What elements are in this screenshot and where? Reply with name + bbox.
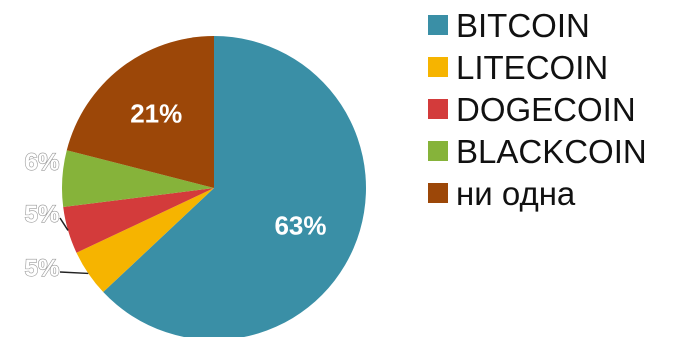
legend-item-ни-одна: ни одна (428, 172, 647, 214)
leader-line-litecoin (59, 271, 89, 275)
legend-swatch (428, 183, 448, 203)
pie-slice-ни-одна (66, 36, 214, 188)
legend-label: BITCOIN (456, 6, 590, 44)
pie-slices (62, 36, 366, 337)
pie-slice-litecoin (76, 188, 215, 293)
data-label-dogecoin: 5% (25, 201, 60, 228)
legend-label: DOGECOIN (456, 90, 636, 128)
legend-swatch (428, 99, 448, 119)
leader-line-dogecoin (59, 217, 69, 231)
legend-label: ни одна (456, 174, 576, 212)
pie-slice-blackcoin (62, 150, 214, 208)
pie-slice-dogecoin (63, 188, 215, 253)
legend-item-blackcoin: BLACKCOIN (428, 130, 647, 172)
data-label-bitcoin: 63% (274, 210, 326, 240)
data-labels: 63% 5% 5% 6% 21% (24, 99, 326, 283)
legend-item-bitcoin: BITCOIN (428, 4, 647, 46)
legend-item-dogecoin: DOGECOIN (428, 88, 647, 130)
data-label-litecoin: 5% (25, 255, 60, 282)
legend-swatch (428, 57, 448, 77)
leader-lines (59, 217, 89, 275)
pie-slice-bitcoin (103, 36, 366, 337)
legend-label: BLACKCOIN (456, 132, 647, 170)
data-label-ни-одна: 21% (130, 99, 182, 129)
legend-swatch (428, 15, 448, 35)
legend-item-litecoin: LITECOIN (428, 46, 647, 88)
data-label-blackcoin: 6% (25, 149, 60, 176)
legend-label: LITECOIN (456, 48, 609, 86)
legend-swatch (428, 141, 448, 161)
legend: BITCOIN LITECOIN DOGECOIN BLACKCOIN ни одна (428, 4, 647, 214)
